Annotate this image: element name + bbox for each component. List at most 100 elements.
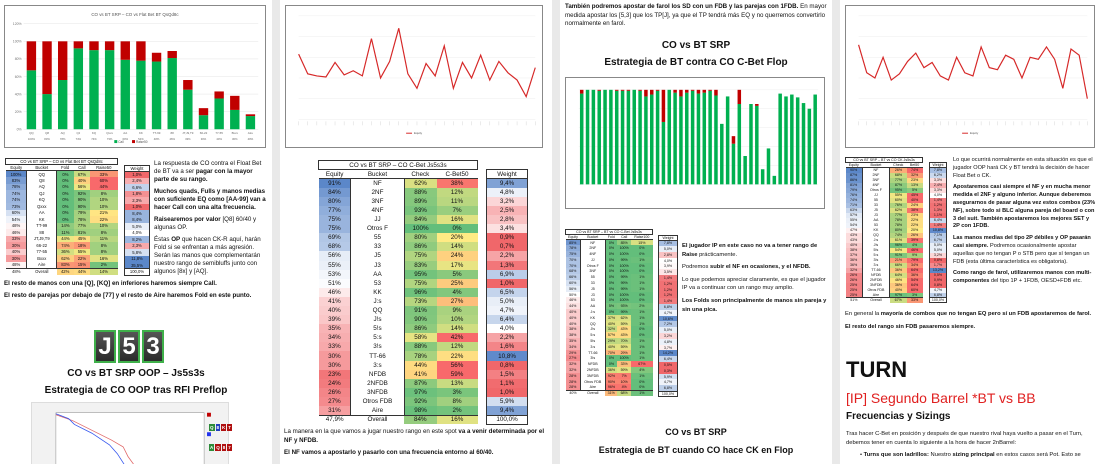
table-cell: 1% <box>631 338 653 344</box>
table-row: 32% 2NFDB 36% 59% 4% <box>565 367 653 373</box>
table-cell: 83% <box>5 177 27 184</box>
table-cell: 5% <box>906 187 923 193</box>
table-cell: 32% <box>845 267 863 273</box>
table-cell: 29% <box>617 349 632 356</box>
table-row: 30% Bxxx 62% 22% 16% <box>5 255 118 262</box>
table-cell: 91% <box>404 306 437 316</box>
table-row: 35% 5!s 29% 70% 1% <box>565 338 653 344</box>
weight-cell: 1,0% <box>486 387 528 397</box>
x-tick-equity: 46% <box>169 137 175 141</box>
table-cell: 79% <box>73 209 91 216</box>
weight-row: 1,0% <box>124 171 150 178</box>
weight-cell: 4,0% <box>658 257 678 264</box>
weight-cell: 7,8% <box>658 240 678 247</box>
paragraph: El resto del rango sin FDB pasaremos sie… <box>845 323 976 330</box>
table-cell: 2% <box>90 261 118 268</box>
table-cell: 3NFDB <box>861 282 891 288</box>
column-header: Check <box>889 162 907 168</box>
x-tick-equity: 30% <box>201 137 207 141</box>
body-text: Tras hacer C-Bet en posición y después d… <box>846 430 1096 464</box>
table-row: 36% 3:s 66% 34% <box>845 262 923 268</box>
weight-row: 3,2% <box>658 333 678 339</box>
table-cell: 53% <box>318 269 351 279</box>
weight-cell: 14,2% <box>658 350 678 357</box>
weight-cell: 5,9% <box>486 396 528 407</box>
weight-cell: 3,4% <box>486 224 528 234</box>
column-header: Weight <box>486 169 528 180</box>
bar-call <box>755 105 759 185</box>
table-cell: 4% <box>906 242 923 248</box>
bar-call <box>801 103 806 185</box>
table-cell: 73% <box>5 203 27 210</box>
table-cell: 99% <box>617 256 632 263</box>
legend-swatch <box>132 140 135 144</box>
table-row: 48% TT-99 14% 77% 10% <box>5 222 118 229</box>
weight-row: 6,5% <box>486 287 528 297</box>
table-cell: 67% <box>73 170 91 177</box>
table-cell: TT-66 <box>350 351 405 361</box>
table-cell: 54% <box>906 277 923 283</box>
table-row: 43% QQ 74% 26% <box>845 232 923 238</box>
table-row: 40% 77-55 36% 55% 8% <box>5 248 118 255</box>
table-cell: 39% <box>318 315 351 325</box>
text: Lo que ocurrirá normalmente en esta situ… <box>953 157 1093 179</box>
table-cell: 28% <box>565 384 581 391</box>
table-cell: KK <box>26 216 58 223</box>
table-row: 75% Otros F 100% 0% <box>318 224 478 234</box>
weight-row: 35,5% <box>124 262 150 269</box>
table-cell: 38% <box>565 332 581 339</box>
table-cell: Overall <box>26 267 57 275</box>
weight-cell: 35,5% <box>124 262 150 269</box>
table-cell: 56% <box>436 360 478 370</box>
weight-row: 8,4% <box>124 210 150 217</box>
table-row: 40% J!s 96% 4% <box>845 242 923 248</box>
table-cell: 50% <box>565 291 581 298</box>
table-cell: 78% <box>889 217 907 223</box>
table-cell: 4NF <box>579 251 606 257</box>
table-cell: 17% <box>436 260 478 270</box>
weight-row: 4,0% <box>124 229 150 236</box>
weight-cell: 9,4% <box>486 178 528 188</box>
range-table: CO vs BT SRP – BT vs CO CK Js5s3s Equity B… <box>845 157 923 303</box>
table-row: 57% J3 77% 23% <box>845 212 923 218</box>
bar-raise <box>690 89 695 91</box>
bar-raise <box>579 89 584 94</box>
table-cell: 55% <box>845 217 863 223</box>
x-tick-label: JT,J9,T9 <box>182 131 193 135</box>
weight-row: 5,0% <box>486 296 528 306</box>
text: en estos casos será Pot. Esto se <box>994 452 1081 459</box>
weight-cell: 2,3% <box>124 197 150 204</box>
bar-raise <box>42 41 52 95</box>
bar-call <box>585 89 590 185</box>
series-line-red <box>55 414 134 464</box>
table-cell: QQ <box>861 232 891 238</box>
paragraph: La manera en la que vamos a jugar nuestr… <box>284 428 549 445</box>
bar-call <box>614 90 619 185</box>
legend-card: Q <box>215 444 221 451</box>
bar-call <box>760 169 765 185</box>
text: Muchos quads, Fulls y manos medias con s… <box>154 188 266 211</box>
column-header: Bucket <box>580 234 606 240</box>
table-row: 79% Otros F 95% 5% <box>845 187 923 193</box>
table-cell: 76% <box>889 202 907 208</box>
weight-cell: 4,7% <box>486 306 528 316</box>
table-cell: Otros F <box>350 224 405 234</box>
table-row: 32% TT-66 36% 64% <box>845 267 923 273</box>
table-cell: 3NFDB <box>579 372 606 379</box>
table-cell: 46% <box>5 229 27 236</box>
weight-cell: 5,0% <box>929 247 947 253</box>
weight-cell: 3,2% <box>486 196 528 206</box>
table-row: 56% J5 0% 99% 1% <box>565 285 653 292</box>
weight-row: 5,0% <box>124 223 150 230</box>
weight-cell: 2,4% <box>929 182 947 188</box>
weight-cell: 1,3% <box>929 207 947 213</box>
x-tick-equity: 73% <box>107 137 113 141</box>
table-cell: 99% <box>617 274 632 281</box>
weight-cell: 5,0% <box>486 296 528 306</box>
table-cell: 4NF <box>861 182 891 188</box>
paragraph: El NF vamos a apostarlo y pasarlo con un… <box>284 449 494 457</box>
weight-cell: 5,0% <box>124 223 150 230</box>
bar-call <box>245 116 256 130</box>
paragraph: Raisearemos por valor [Q8] 60/40 y algun… <box>4 216 269 232</box>
paragraph: Podremos subir el NF en ocasiones, y el … <box>682 263 828 272</box>
